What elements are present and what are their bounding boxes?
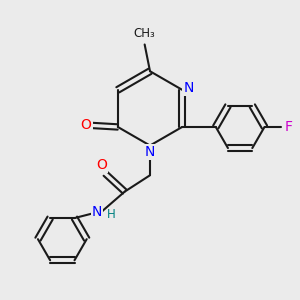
Text: CH₃: CH₃: [134, 27, 155, 40]
Text: O: O: [81, 118, 92, 133]
Text: N: N: [92, 205, 102, 218]
Text: F: F: [285, 120, 293, 134]
Text: N: N: [184, 81, 194, 95]
Text: N: N: [145, 145, 155, 159]
Text: O: O: [96, 158, 107, 172]
Text: H: H: [106, 208, 115, 221]
